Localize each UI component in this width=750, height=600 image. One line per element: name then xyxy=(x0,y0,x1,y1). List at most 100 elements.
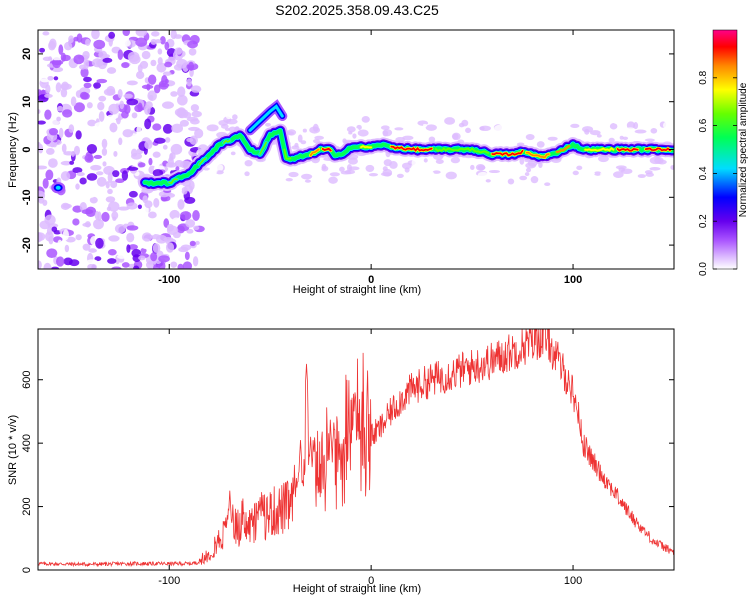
spectrogram-noise-blob xyxy=(62,229,69,241)
spectrogram-halo-blob xyxy=(452,133,459,140)
spectrogram-halo-blob xyxy=(230,151,236,156)
spectrogram-noise-blob xyxy=(119,100,125,110)
spectrogram-halo-blob xyxy=(380,172,392,177)
spectrogram-ridge-layer xyxy=(51,99,674,194)
spectrogram-noise-blob xyxy=(136,125,142,135)
spectrogram-noise-blob xyxy=(141,232,153,242)
spectrogram-noise-blob xyxy=(97,101,105,111)
spectrogram-halo-blob xyxy=(340,170,352,175)
spectrogram-noise-blob xyxy=(174,160,184,168)
spectrogram-noise-blob xyxy=(126,98,139,106)
spectrogram-halo-blob xyxy=(304,179,311,183)
spectrogram-halo-blob xyxy=(477,171,489,178)
spectrogram-noise-blob xyxy=(108,201,120,212)
spectrogram-halo-blob xyxy=(511,164,518,169)
spectrogram-halo-blob xyxy=(507,126,519,134)
spectrogram-noise-blob xyxy=(49,38,57,50)
spectrogram-halo-blob xyxy=(207,168,218,175)
spectrogram-noise-blob xyxy=(94,122,106,128)
spectrogram-halo-blob xyxy=(608,137,615,143)
spectrogram-noise-blob xyxy=(86,102,93,109)
snr-x-ticks: -100 0 100 xyxy=(158,329,582,587)
spectrogram-halo-blob xyxy=(380,125,390,130)
spectrogram-noise-blob xyxy=(79,201,87,212)
snr-panel: -100 0 100 0 200 400 600 Height of straight l… xyxy=(7,328,675,595)
spectrogram-noise-blob xyxy=(117,254,127,259)
spectrogram-halo-blob xyxy=(232,114,238,120)
spectrogram-halo-blob xyxy=(572,170,579,176)
spectrogram-halo-blob xyxy=(394,127,404,131)
spectrogram-noise-blob xyxy=(86,143,98,154)
spectrogram-halo-blob xyxy=(619,135,624,140)
spectrogram-noise-blob xyxy=(170,143,183,155)
spectrogram-ridge-peak xyxy=(616,148,639,152)
spectrogram-noise-blob xyxy=(87,263,97,269)
snr-y-tick-label: 200 xyxy=(21,497,33,515)
spectrogram-halo-blob xyxy=(422,123,428,127)
spectrogram-noise-blob xyxy=(149,226,156,236)
spectrogram-noise-blob xyxy=(164,41,170,51)
spectrogram-x-tick-label: 0 xyxy=(368,274,374,286)
spectrogram-halo-blob xyxy=(285,178,293,182)
spectrogram-halo-blob xyxy=(524,172,530,177)
spectrogram-noise-blob xyxy=(152,151,161,158)
spectrogram-noise-blob xyxy=(38,109,41,114)
spectrogram-halo-blob xyxy=(625,127,636,132)
spectrogram-noise-blob xyxy=(64,41,73,51)
colorbar-tick-label: 0.4 xyxy=(698,166,709,180)
spectrogram-noise-blob xyxy=(139,60,149,69)
spectrogram-noise-blob xyxy=(159,35,166,45)
spectrogram-noise-blob xyxy=(105,196,116,203)
spectrogram-noise-blob xyxy=(162,71,172,76)
spectrogram-noise-blob xyxy=(48,235,54,245)
spectrogram-noise-blob xyxy=(106,67,117,74)
spectrogram-halo-blob xyxy=(322,125,333,132)
spectrogram-noise-blob xyxy=(153,197,160,208)
spectrogram-noise-blob xyxy=(172,217,181,224)
spectrogram-noise-blob xyxy=(177,107,186,115)
spectrogram-noise-blob xyxy=(94,256,102,262)
spectrogram-noise-blob xyxy=(144,140,153,150)
spectrogram-noise-blob xyxy=(162,123,173,134)
spectrogram-halo-blob xyxy=(609,123,618,130)
spectrogram-noise-blob xyxy=(101,147,108,156)
spectrogram-noise-blob xyxy=(123,93,133,99)
spectrogram-noise-blob xyxy=(111,266,122,269)
spectrogram-noise-blob xyxy=(131,112,138,119)
spectrogram-noise-blob xyxy=(38,120,46,125)
spectrogram-halo-blob xyxy=(405,128,411,134)
spectrogram-halo-blob xyxy=(519,175,528,181)
spectrogram-halo-blob xyxy=(339,166,345,172)
spectrogram-noise-blob xyxy=(108,103,120,115)
spectrogram-halo-blob xyxy=(244,171,250,177)
spectrogram-halo-blob xyxy=(286,131,294,135)
spectrogram-noise-blob xyxy=(138,255,146,261)
spectrogram-halo-blob xyxy=(589,130,601,136)
spectrogram-halo-blob xyxy=(633,122,639,130)
spectrogram-noise-blob xyxy=(163,236,174,242)
spectrogram-halo-blob xyxy=(368,172,379,177)
spectrogram-noise-blob xyxy=(170,91,178,97)
spectrogram-noise-blob xyxy=(85,38,91,46)
colorbar-gradient xyxy=(712,29,738,270)
spectrogram-noise-blob xyxy=(72,167,83,174)
spectrogram-halo-blob xyxy=(206,124,219,132)
spectrogram-noise-blob xyxy=(101,211,110,222)
spectrogram-noise-blob xyxy=(44,109,52,120)
spectrogram-noise-blob xyxy=(182,261,193,269)
spectrogram-noise-blob xyxy=(38,260,42,269)
spectrogram-noise-blob xyxy=(153,137,166,144)
spectrogram-halo-blob xyxy=(297,134,303,143)
snr-x-tick-label: 0 xyxy=(368,575,374,587)
spectrogram-noise-blob xyxy=(171,123,184,134)
spectrogram-noise-blob xyxy=(194,128,204,139)
snr-y-tick-label: 400 xyxy=(21,434,33,452)
spectrogram-halo-blob xyxy=(419,135,426,140)
spectrogram-noise-blob xyxy=(108,235,120,242)
spectrogram-noise-blob xyxy=(152,123,162,131)
spectrogram-noise-blob xyxy=(45,169,54,181)
spectrogram-noise-blob xyxy=(188,48,197,56)
spectrogram-noise-blob xyxy=(122,30,130,37)
spectrogram-noise-blob xyxy=(96,176,107,187)
spectrogram-noise-blob xyxy=(58,44,64,55)
